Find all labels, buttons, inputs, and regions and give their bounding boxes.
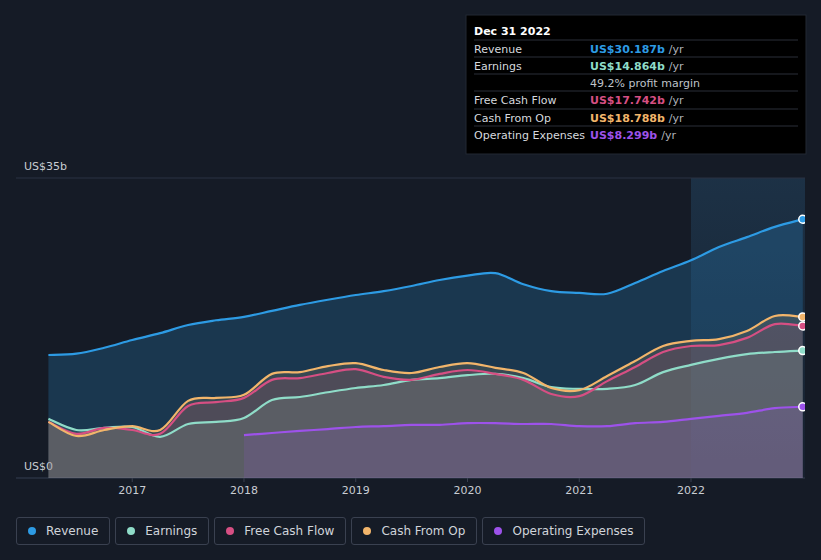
plot-marks [48, 215, 805, 478]
tooltip-unit: /yr [669, 94, 684, 107]
series-area [48, 219, 802, 478]
x-tick-label: 2020 [453, 484, 481, 497]
tooltip-unit: /yr [661, 129, 676, 142]
series-line [48, 351, 802, 437]
legend-swatch [127, 527, 135, 535]
x-tick [132, 478, 133, 482]
tooltip-label: Earnings [474, 60, 522, 73]
x-tick [467, 478, 468, 482]
end-point [799, 313, 805, 321]
series-line [48, 315, 802, 436]
series-line [244, 407, 803, 435]
tooltip-label: Free Cash Flow [474, 94, 557, 107]
tooltip-title: Dec 31 2022 [474, 25, 551, 38]
series-area [48, 315, 802, 478]
tooltip-value: US$30.187b [590, 43, 665, 56]
legend-swatch [363, 527, 371, 535]
tooltip-value: US$8.299b [590, 129, 657, 142]
legend-swatch [226, 527, 234, 535]
legend-swatch [28, 527, 36, 535]
end-point [799, 215, 805, 223]
legend-label: Operating Expenses [512, 517, 633, 545]
x-tick [243, 478, 244, 482]
y-tick-label: US$35b [24, 160, 67, 173]
x-tick [691, 478, 692, 482]
tooltip-label: Operating Expenses [474, 129, 585, 142]
tooltip-unit: /yr [669, 60, 684, 73]
tooltip-unit: /yr [669, 43, 684, 56]
legend-item[interactable]: Free Cash Flow [214, 517, 346, 545]
x-tick-label: 2022 [677, 484, 705, 497]
tooltip-separator [474, 57, 798, 58]
end-point [799, 403, 805, 411]
chart: US$0US$35b201720182019202020212022Dec 31… [0, 0, 821, 510]
x-tick-label: 2018 [230, 484, 258, 497]
tooltip-separator [474, 126, 798, 127]
x-tick-label: 2021 [565, 484, 593, 497]
end-point [799, 347, 805, 355]
legend-label: Cash From Op [381, 517, 465, 545]
tooltip-separator [474, 40, 798, 41]
x-tick-label: 2017 [118, 484, 146, 497]
tooltip-box [466, 15, 806, 154]
legend-item[interactable]: Operating Expenses [482, 517, 645, 545]
legend-item[interactable]: Earnings [115, 517, 209, 545]
x-tick [579, 478, 580, 482]
tooltip-separator [474, 109, 798, 110]
tooltip: Dec 31 2022 Revenue US$30.187b/yr Earnings U… [466, 15, 806, 154]
legend-item[interactable]: Cash From Op [351, 517, 477, 545]
end-point [799, 322, 805, 330]
legend-label: Free Cash Flow [244, 517, 334, 545]
tooltip-separator [474, 91, 798, 92]
tooltip-label: Revenue [474, 43, 522, 56]
x-tick [355, 478, 356, 482]
legend-label: Earnings [145, 517, 197, 545]
legend: Revenue Earnings Free Cash Flow Cash From O… [16, 517, 645, 545]
tooltip-value: 49.2% profit margin [590, 77, 700, 90]
tooltip-value: US$18.788b [590, 112, 665, 125]
series-area [244, 407, 803, 478]
x-tick-label: 2019 [342, 484, 370, 497]
grid-line [16, 178, 805, 179]
tooltip-value: US$14.864b [590, 60, 665, 73]
legend-item[interactable]: Revenue [16, 517, 110, 545]
tooltip-separator [474, 74, 798, 75]
series-line [48, 219, 802, 355]
tooltip-value: US$17.742b [590, 94, 665, 107]
tooltip-label: Cash From Op [474, 112, 551, 125]
legend-label: Revenue [46, 517, 98, 545]
tooltip-unit: /yr [669, 112, 684, 125]
legend-swatch [494, 527, 502, 535]
